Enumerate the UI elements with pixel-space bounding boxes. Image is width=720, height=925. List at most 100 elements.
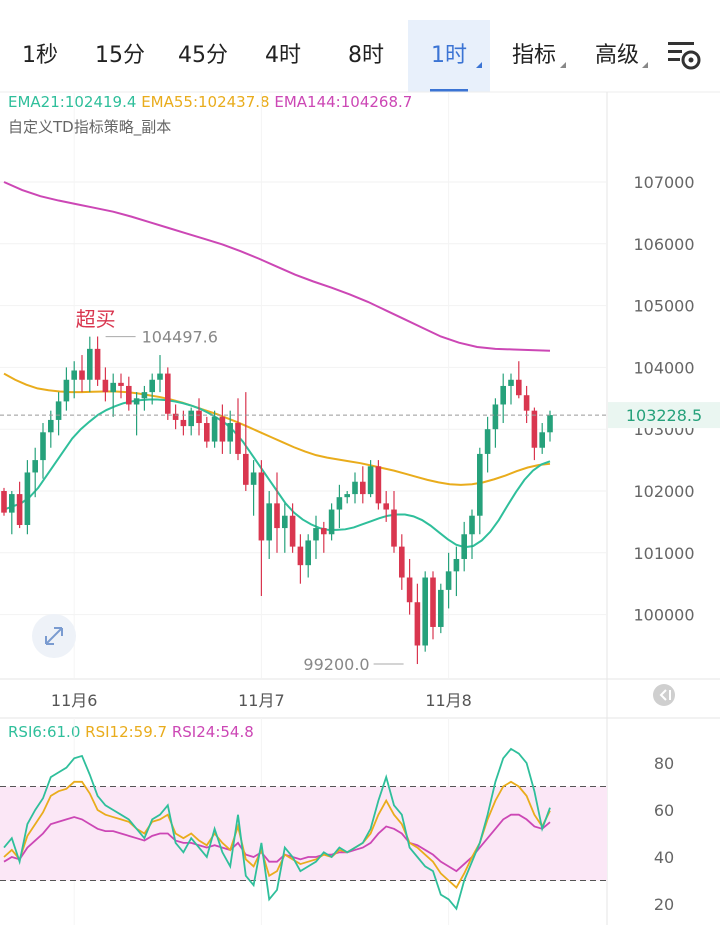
ema-legend: EMA21:102419.4 EMA55:102437.8 EMA144:104… [8, 93, 412, 111]
candle-body [16, 494, 23, 525]
candle-body [453, 558, 460, 572]
price-tick-label: 106000 [633, 235, 694, 254]
tab-label: 1秒 [22, 43, 58, 68]
candle-body [383, 503, 389, 510]
candle-body [149, 379, 155, 393]
tab-4时[interactable]: 4时 [246, 20, 320, 92]
expand-chart-icon-bg [32, 614, 76, 658]
rsi-tick-label: 20 [654, 895, 674, 914]
candle-body [352, 481, 358, 495]
candle-body [274, 503, 280, 529]
ema55-line [3, 372, 551, 486]
price-tick-label: 104000 [633, 358, 694, 377]
tab-高级[interactable]: 高级 [578, 20, 656, 92]
candle-body [500, 385, 506, 405]
price-tick-label: 103000 [633, 420, 694, 439]
candle-body [414, 602, 421, 646]
tab-1秒[interactable]: 1秒 [8, 20, 72, 92]
tab-45分[interactable]: 45分 [164, 20, 242, 92]
candle-body [258, 472, 265, 541]
scroll-latest-icon [653, 684, 675, 706]
rsi-tick-label: 60 [654, 801, 674, 820]
candle-body [367, 466, 374, 495]
candle-body [9, 494, 15, 513]
tab-15分[interactable]: 15分 [82, 20, 158, 92]
rsi-band [0, 786, 607, 881]
candle-body [102, 379, 109, 393]
price-tick-label: 101000 [633, 544, 694, 563]
interval-tab-bar: 1秒 15分 45分 4时 8时 1时 指标 高级 [0, 20, 720, 92]
current-price-marker [608, 402, 720, 429]
candle-body [422, 577, 428, 646]
candle-body [531, 410, 538, 448]
ema144-line [3, 181, 551, 352]
rsi24-legend: RSI24:54.8 [171, 723, 254, 741]
candle-body [430, 577, 436, 627]
price-tick-label: 100000 [633, 606, 694, 625]
candle-body [438, 589, 444, 627]
time-axis-label: 11月6 [51, 691, 98, 710]
candle-body [243, 453, 249, 485]
rsi6-line [3, 747, 551, 911]
candle-body [516, 379, 522, 396]
candle-body [110, 382, 116, 393]
rsi24-line [3, 813, 551, 873]
candle-body [461, 534, 467, 559]
rsi6-legend: RSI6:61.0 [8, 723, 81, 741]
rsi-legend: RSI6:61.0 RSI12:59.7 RSI24:54.8 [8, 723, 254, 741]
candle-body [196, 410, 202, 424]
tab-label: 45分 [178, 43, 228, 68]
dropdown-triangle-icon [476, 62, 482, 68]
candle-body [484, 429, 491, 454]
tab-8时[interactable]: 8时 [326, 20, 406, 92]
candle-body [24, 472, 31, 525]
candle-body [477, 453, 483, 516]
chart-settings-icon [668, 42, 701, 70]
candle-body [48, 419, 54, 433]
price-tick-label: 102000 [633, 482, 694, 501]
candle-body [40, 432, 46, 461]
candle-body [321, 528, 327, 535]
high-price-label: 104497.6 [142, 328, 218, 347]
candle-body [375, 466, 382, 504]
tab-label: 15分 [95, 43, 145, 68]
candle-body [469, 515, 475, 535]
candle-body [344, 494, 350, 498]
candle-body [180, 419, 187, 427]
candle-body [289, 515, 296, 547]
candle-body [492, 404, 499, 430]
candle-body [63, 379, 70, 402]
rsi-tick-label: 80 [654, 754, 674, 773]
low-price-label: 99200.0 [303, 655, 369, 674]
candle-body [328, 509, 335, 535]
candle-body [133, 398, 140, 405]
expand-chart-icon [32, 614, 76, 658]
candle-body [32, 460, 38, 473]
candle-body [508, 379, 514, 386]
candle-body [219, 416, 226, 442]
candle-body [360, 481, 366, 495]
candle-body [165, 373, 171, 414]
tab-label: 高级 [594, 43, 639, 68]
time-axis-label: 11月8 [425, 691, 472, 710]
candle-body [141, 392, 148, 399]
ema55-legend: EMA55:102437.8 [141, 93, 270, 111]
strategy-label: 自定义TD指标策略_副本 [8, 118, 172, 136]
active-tab-indicator [430, 89, 468, 92]
candle-body [547, 415, 553, 433]
rsi12-legend: RSI12:59.7 [85, 723, 168, 741]
candle-body [282, 515, 288, 529]
candle-body [71, 370, 77, 380]
candle-body [445, 571, 452, 590]
candle-body [297, 546, 304, 566]
candle-body [406, 577, 413, 603]
candle-body [235, 423, 241, 454]
chart-settings-button[interactable] [664, 36, 704, 76]
candle-body [266, 503, 272, 541]
tab-指标[interactable]: 指标 [494, 20, 574, 92]
scroll-latest-icon-bg [653, 684, 675, 706]
candle-body [172, 413, 179, 420]
tab-1时[interactable]: 1时 [408, 20, 490, 92]
overbought-annotation: 超买 [76, 307, 116, 331]
